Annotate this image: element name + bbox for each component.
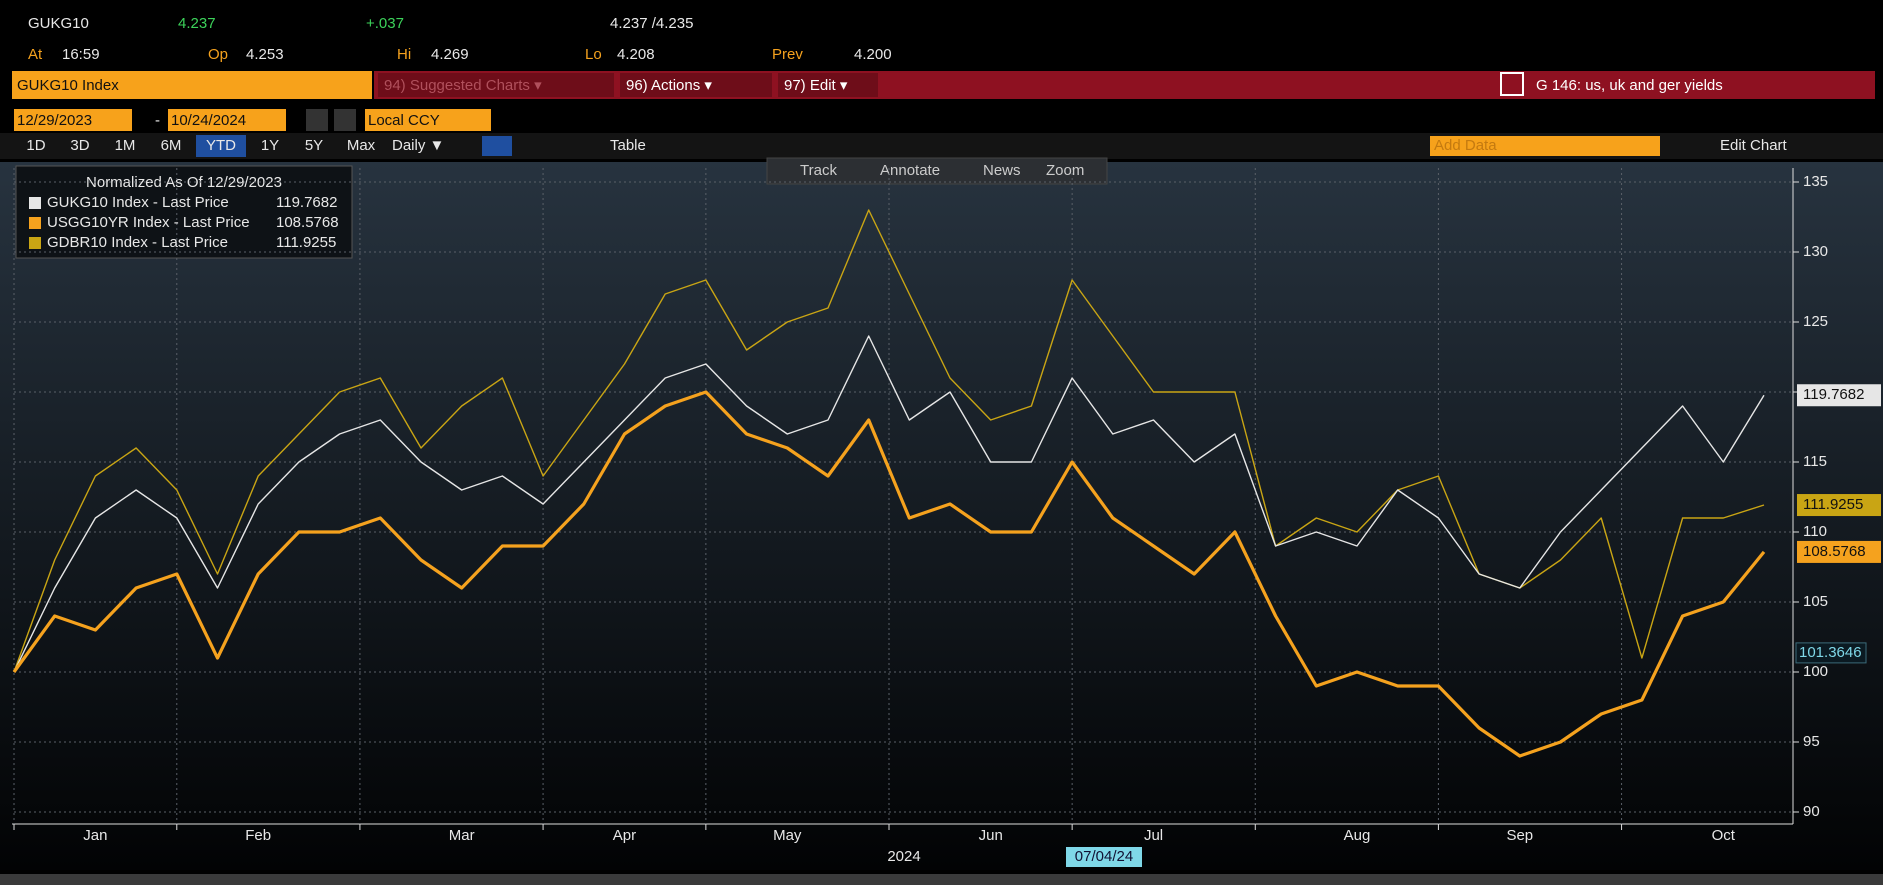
value: 4.253 <box>246 46 284 63</box>
legend-swatch <box>29 197 41 209</box>
label: Lo <box>585 46 602 63</box>
status-bar <box>0 874 1883 885</box>
y-tick-label: 130 <box>1803 243 1828 260</box>
change: +.037 <box>366 15 404 32</box>
period-button[interactable]: Max <box>347 137 376 154</box>
end-date[interactable]: 10/24/2024 <box>171 112 246 129</box>
period-button[interactable]: 1D <box>26 137 45 154</box>
year-label: 2024 <box>887 848 920 865</box>
x-tick-label: Apr <box>613 827 636 844</box>
x-tick-label: Oct <box>1712 827 1736 844</box>
date-box[interactable] <box>168 109 286 131</box>
last-value: 119.7682 <box>1803 386 1864 403</box>
legend <box>15 165 353 259</box>
y-tick-label: 105 <box>1803 593 1828 610</box>
currency-box[interactable] <box>365 109 491 131</box>
series-line <box>13 209 1765 673</box>
last-value-box <box>1797 540 1881 563</box>
y-tick-label: 90 <box>1803 803 1820 820</box>
x-tick-label: Jun <box>979 827 1003 844</box>
menu-button[interactable] <box>620 73 772 97</box>
y-tick-label: 95 <box>1803 733 1820 750</box>
period-button[interactable]: YTD <box>206 137 236 154</box>
value: 4.269 <box>431 46 469 63</box>
last-price: 4.237 <box>178 15 216 32</box>
menu-item[interactable]: 96) Actions ▾ <box>626 77 712 94</box>
frequency[interactable]: Daily ▼ <box>392 137 444 154</box>
menu-button[interactable] <box>378 73 614 97</box>
period-button[interactable]: 1Y <box>261 137 279 154</box>
series-line <box>13 335 1765 673</box>
legend-swatch <box>29 217 41 229</box>
cursor-value: 101.3646 <box>1799 644 1862 661</box>
label: Hi <box>397 46 411 63</box>
last-value-box <box>1797 494 1881 517</box>
cursor-date: 07/04/24 <box>1075 848 1133 865</box>
period-button[interactable]: 6M <box>161 137 182 154</box>
legend-label: USGG10YR Index - Last Price <box>47 214 250 231</box>
separator: - <box>155 112 160 129</box>
cursor-value-box <box>1795 642 1867 664</box>
y-tick-label: 110 <box>1803 523 1827 540</box>
legend-value: 119.7682 <box>276 194 337 211</box>
start-date[interactable]: 12/29/2023 <box>17 112 92 129</box>
y-tick-label: 100 <box>1803 663 1828 680</box>
table-button[interactable]: Table <box>610 137 646 154</box>
chart-tool[interactable]: Zoom <box>1046 162 1084 179</box>
next-button[interactable] <box>334 109 356 131</box>
value: 4.208 <box>617 46 655 63</box>
date-box[interactable] <box>14 109 132 131</box>
menu-item[interactable]: 94) Suggested Charts ▾ <box>384 77 542 94</box>
chart-tool[interactable]: Annotate <box>880 162 940 179</box>
x-tick-label: May <box>773 827 802 844</box>
menu-item[interactable]: 97) Edit ▾ <box>784 77 848 94</box>
legend-value: 111.9255 <box>276 234 336 251</box>
x-tick-label: Sep <box>1506 827 1533 844</box>
y-tick-label: 115 <box>1803 453 1827 470</box>
launch-icon[interactable] <box>1500 72 1524 96</box>
x-tick-label: Jul <box>1144 827 1163 844</box>
chart-tool[interactable]: Track <box>800 162 837 179</box>
period-button[interactable]: 5Y <box>305 137 323 154</box>
legend-swatch <box>29 237 41 249</box>
prev-button[interactable] <box>306 109 328 131</box>
y-tick-label: 125 <box>1803 313 1828 330</box>
x-tick-label: Aug <box>1344 827 1371 844</box>
chart-background <box>0 162 1883 870</box>
last-value-box <box>1797 384 1881 407</box>
period-button[interactable]: 3D <box>70 137 89 154</box>
period-button[interactable]: 1M <box>115 137 136 154</box>
chart-tool[interactable]: News <box>983 162 1021 179</box>
x-tick-label: Jan <box>83 827 107 844</box>
period-active[interactable] <box>196 135 246 157</box>
label: At <box>28 46 43 63</box>
last-value: 108.5768 <box>1803 543 1866 560</box>
x-tick-label: Feb <box>245 827 271 844</box>
edit-chart[interactable]: Edit Chart <box>1720 137 1788 154</box>
x-tick-label: Mar <box>449 827 475 844</box>
label: Prev <box>772 46 803 63</box>
security[interactable]: GUKG10 Index <box>17 77 119 94</box>
add-data-box[interactable] <box>1430 136 1660 156</box>
last-value: 111.9255 <box>1803 496 1863 513</box>
security-box[interactable] <box>12 71 372 99</box>
add-data[interactable]: Add Data <box>1434 137 1497 154</box>
y-tick-label: 135 <box>1803 173 1828 190</box>
line-style-button[interactable] <box>482 136 512 156</box>
value: 4.200 <box>854 46 892 63</box>
chart-toolbar <box>766 157 1108 185</box>
legend-label: GUKG10 Index - Last Price <box>47 194 229 211</box>
label: Op <box>208 46 228 63</box>
cursor-date-box <box>1066 847 1142 867</box>
chart-title[interactable]: G 146: us, uk and ger yields <box>1536 77 1723 94</box>
bid-ask: 4.237 /4.235 <box>610 15 693 32</box>
series-line <box>12 390 1766 758</box>
legend-label: GDBR10 Index - Last Price <box>47 234 228 251</box>
value: 16:59 <box>62 46 100 63</box>
ticker: GUKG10 <box>28 15 89 32</box>
legend-value: 108.5768 <box>276 214 339 231</box>
currency[interactable]: Local CCY <box>368 112 440 129</box>
menu-button[interactable] <box>778 73 878 97</box>
